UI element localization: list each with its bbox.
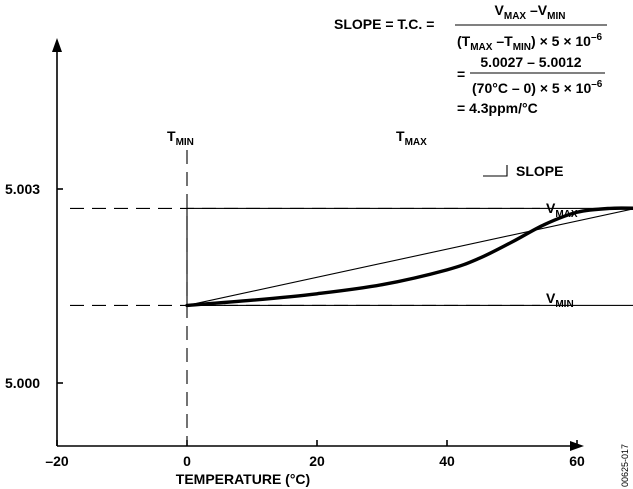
- y-tick-label: 5.000: [5, 375, 40, 391]
- tmin-label: TMIN: [167, 128, 194, 148]
- x-tick-label: 40: [439, 453, 455, 469]
- vmin-label: VMIN: [546, 290, 574, 310]
- x-tick-label: 60: [569, 453, 585, 469]
- figure-code: 00625-017: [620, 444, 630, 487]
- y-axis-arrow: [52, 38, 62, 52]
- output-voltage-curve: [185, 206, 633, 308]
- equation-eq-2: =: [457, 66, 465, 82]
- equation-numerator-1: VMAX –VMIN: [495, 2, 566, 22]
- equation-numerator-2: 5.0027 – 5.0012: [480, 54, 581, 70]
- equation-denominator-2: (70°C – 0) × 5 × 10–6: [472, 79, 603, 96]
- x-axis-label: TEMPERATURE (°C): [176, 471, 310, 487]
- slope-label: SLOPE: [516, 163, 563, 179]
- tmin-tmax-box: [186, 207, 633, 306]
- tmax-label: TMAX: [396, 128, 427, 148]
- y-tick-label: 5.003: [5, 181, 40, 197]
- equation-lhs: SLOPE = T.C. =: [334, 16, 434, 32]
- slope-line: [186, 208, 633, 306]
- equation-result: = 4.3ppm/°C: [457, 100, 538, 116]
- x-tick-label: 0: [183, 453, 191, 469]
- vmax-label: VMAX: [546, 200, 578, 220]
- equation-denominator-1: (TMAX –TMIN) × 5 × 10–6: [457, 32, 603, 53]
- equation: SLOPE = T.C. = VMAX –VMIN (TMAX –TMIN) ×…: [334, 2, 607, 116]
- data-marks: [185, 206, 633, 308]
- slope-indicator: [483, 165, 508, 177]
- x-tick-label: 20: [309, 453, 325, 469]
- x-tick-label: –20: [45, 453, 69, 469]
